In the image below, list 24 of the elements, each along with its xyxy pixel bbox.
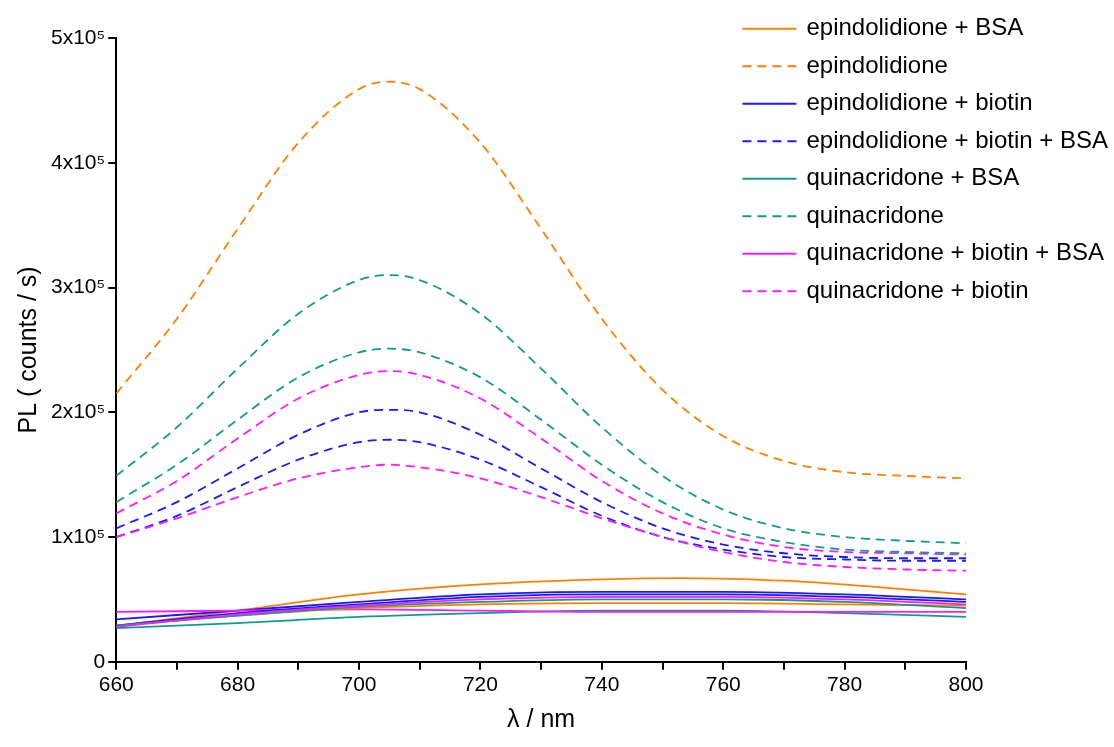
legend-label: epindolidione + BSA — [806, 13, 1024, 41]
y-tick-label: 0 — [93, 648, 106, 672]
x-tick-label: 760 — [705, 672, 741, 696]
x-tick-label: 660 — [98, 672, 134, 696]
x-tick-label: 740 — [584, 672, 620, 696]
x-tick-label: 720 — [462, 672, 498, 696]
x-tick-label: 780 — [827, 672, 863, 696]
legend-label: quinacridone — [806, 200, 944, 228]
legend-label: epindolidione + biotin + BSA — [806, 125, 1108, 153]
x-tick-label: 700 — [341, 672, 377, 696]
y-tick-label: 5x10⁵ — [50, 24, 106, 48]
y-tick-label: 3x10⁵ — [50, 274, 106, 298]
legend-label: quinacridone + biotin — [806, 275, 1029, 303]
legend-label: epindolidione — [806, 50, 948, 78]
legend-label: epindolidione + biotin — [806, 88, 1033, 116]
y-tick-label: 1x10⁵ — [50, 523, 106, 547]
legend-label: quinacridone + BSA — [806, 163, 1020, 191]
x-axis-title: λ / nm — [507, 703, 576, 732]
legend-label: quinacridone + biotin + BSA — [806, 238, 1104, 266]
y-tick-label: 4x10⁵ — [50, 149, 106, 173]
x-tick-label: 800 — [948, 672, 984, 696]
y-axis-title: PL ( counts / s) — [12, 266, 41, 434]
x-tick-label: 680 — [220, 672, 256, 696]
y-tick-label: 2x10⁵ — [50, 399, 106, 423]
